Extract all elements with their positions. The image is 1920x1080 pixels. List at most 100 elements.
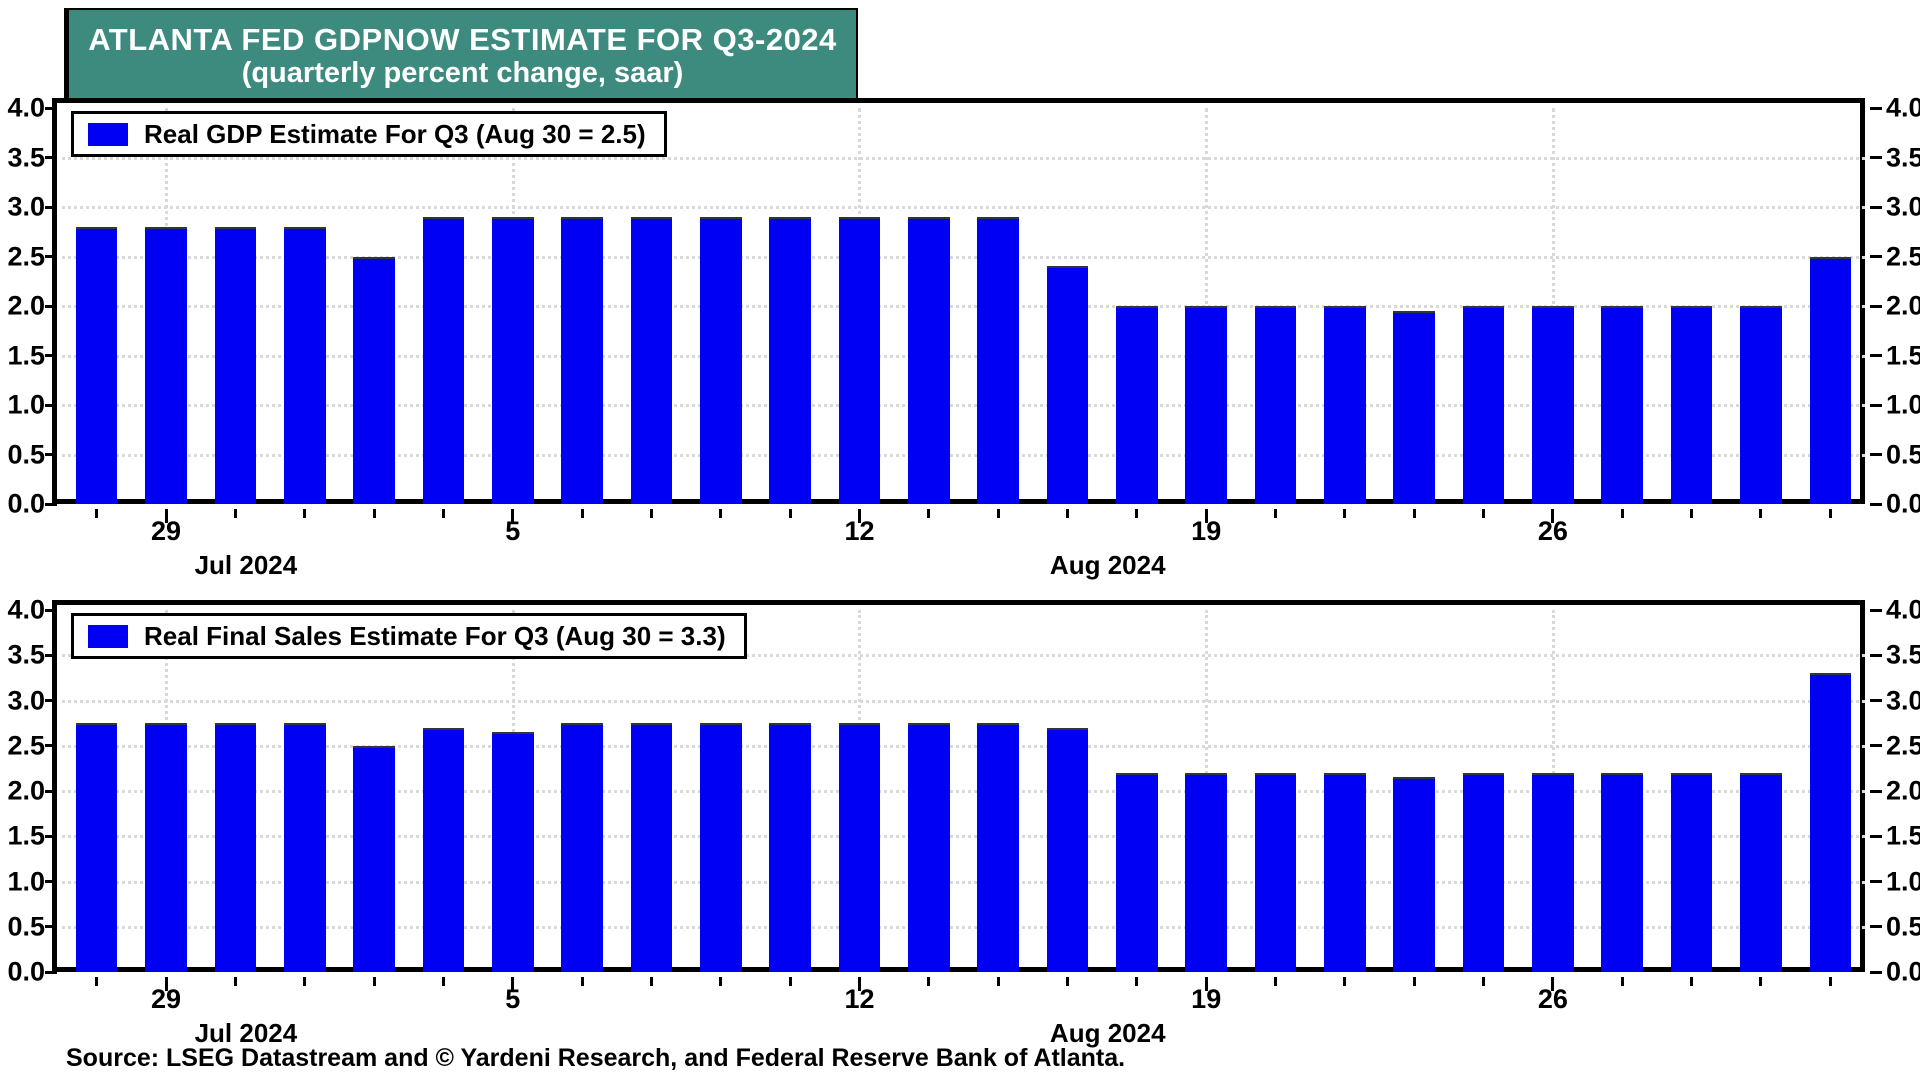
x-tick-mark — [1412, 509, 1416, 518]
y-axis-label: 0.0 — [1886, 488, 1920, 519]
x-axis-label: 5 — [505, 516, 521, 546]
y-axis-label: 2.5 — [1886, 730, 1920, 761]
bar-aug-23 — [1462, 306, 1505, 504]
y-tick-mark — [45, 502, 57, 506]
legend-real-final-sales: Real Final Sales Estimate For Q3 (Aug 30… — [71, 613, 747, 659]
bar-jul-30 — [214, 723, 257, 972]
bar-aug-13 — [908, 216, 950, 504]
x-tick-mark — [1135, 977, 1139, 986]
x-tick-mark — [1828, 977, 1832, 986]
h-gridline — [62, 354, 1865, 358]
x-axis-label: 5 — [505, 984, 521, 1014]
x-tick-mark — [1274, 977, 1278, 986]
bar-aug-16 — [1116, 306, 1158, 504]
month-label: Jul 2024 — [194, 550, 298, 580]
bar-aug-2 — [422, 216, 465, 504]
y-tick-mark — [1870, 156, 1882, 159]
y-axis-label: 4.0 — [1886, 594, 1920, 625]
bar-aug-19 — [1185, 306, 1227, 504]
month-label: Jul 2024 — [194, 1018, 298, 1048]
y-axis-label: 3.5 — [7, 639, 45, 670]
bar-aug-8 — [699, 216, 742, 504]
chart-title: ATLANTA FED GDPNOW ESTIMATE FOR Q3-2024 — [88, 21, 837, 57]
bar-jul-31 — [283, 226, 326, 504]
bar-aug-28 — [1670, 306, 1713, 504]
y-axis-label: 2.0 — [1886, 775, 1920, 806]
y-tick-mark — [1870, 789, 1882, 793]
y-axis-label: 2.5 — [7, 730, 45, 761]
y-axis-label: 0.0 — [1886, 956, 1920, 987]
x-tick-mark — [927, 509, 931, 518]
y-axis-label: 2.0 — [7, 775, 45, 806]
x-tick-mark — [1551, 977, 1555, 991]
x-tick-mark — [1828, 509, 1832, 518]
x-tick-mark — [95, 977, 99, 986]
y-axis-label: 0.5 — [7, 439, 45, 469]
y-tick-mark — [45, 106, 57, 110]
y-tick-mark — [1870, 834, 1882, 838]
bar-aug-19 — [1185, 772, 1227, 972]
bar-aug-13 — [908, 723, 950, 972]
y-tick-mark — [1870, 925, 1882, 929]
y-tick-mark — [1870, 608, 1882, 612]
bar-aug-22 — [1393, 777, 1436, 972]
x-tick-mark — [1204, 977, 1208, 991]
y-tick-mark — [45, 453, 57, 456]
bar-aug-29 — [1740, 306, 1782, 504]
bar-aug-27 — [1601, 772, 1644, 972]
legend-label: Real GDP Estimate For Q3 (Aug 30 = 2.5) — [144, 119, 646, 149]
bar-aug-12 — [838, 216, 881, 504]
legend-swatch-icon — [88, 122, 128, 146]
y-axis-label: 2.0 — [1886, 290, 1920, 321]
y-axis-label: 1.5 — [1886, 820, 1920, 851]
x-axis-label: 29 — [150, 516, 182, 546]
bar-jul-30 — [214, 226, 257, 504]
h-gridline — [62, 404, 1865, 407]
x-tick-mark — [719, 509, 723, 518]
h-gridline — [62, 156, 1865, 160]
x-tick-mark — [372, 977, 376, 986]
y-axis-label: 1.5 — [1886, 340, 1920, 370]
bar-aug-21 — [1324, 306, 1366, 504]
y-tick-mark — [45, 925, 57, 929]
bar-aug-8 — [699, 723, 742, 972]
x-tick-mark — [580, 509, 584, 518]
y-axis-label: 3.0 — [7, 685, 45, 715]
y-axis-label: 3.0 — [1886, 191, 1920, 222]
bar-aug-29 — [1740, 772, 1782, 972]
bar-aug-5 — [491, 216, 534, 504]
y-tick-mark — [45, 699, 57, 702]
y-tick-mark — [1870, 970, 1882, 974]
bar-jul-29 — [145, 226, 187, 504]
x-tick-mark — [1343, 977, 1347, 986]
x-tick-mark — [649, 509, 653, 518]
h-gridline — [62, 880, 1865, 884]
y-tick-mark — [45, 205, 57, 209]
y-axis-label: 2.0 — [7, 290, 45, 321]
x-tick-mark — [580, 977, 584, 986]
h-gridline — [62, 255, 1865, 259]
y-axis-label: 2.5 — [7, 241, 45, 271]
bar-aug-14 — [977, 216, 1019, 504]
h-gridline — [62, 206, 1865, 209]
y-axis-label: 0.0 — [7, 956, 45, 987]
y-tick-mark — [45, 880, 57, 883]
x-tick-mark — [996, 509, 1000, 518]
x-tick-mark — [1620, 977, 1624, 986]
bar-aug-15 — [1046, 266, 1089, 504]
month-label: Aug 2024 — [1049, 550, 1166, 580]
y-axis-label: 1.0 — [1886, 866, 1920, 896]
y-tick-mark — [1870, 744, 1882, 748]
y-tick-mark — [1870, 304, 1882, 308]
y-tick-mark — [45, 403, 57, 407]
y-tick-mark — [45, 834, 57, 838]
x-axis-label: 19 — [1191, 516, 1222, 546]
y-tick-mark — [45, 970, 57, 974]
x-tick-mark — [1620, 509, 1624, 518]
y-tick-mark — [45, 789, 57, 793]
x-tick-mark — [164, 977, 168, 991]
x-tick-mark — [233, 509, 237, 518]
x-tick-mark — [233, 977, 237, 986]
x-tick-mark — [857, 509, 861, 523]
